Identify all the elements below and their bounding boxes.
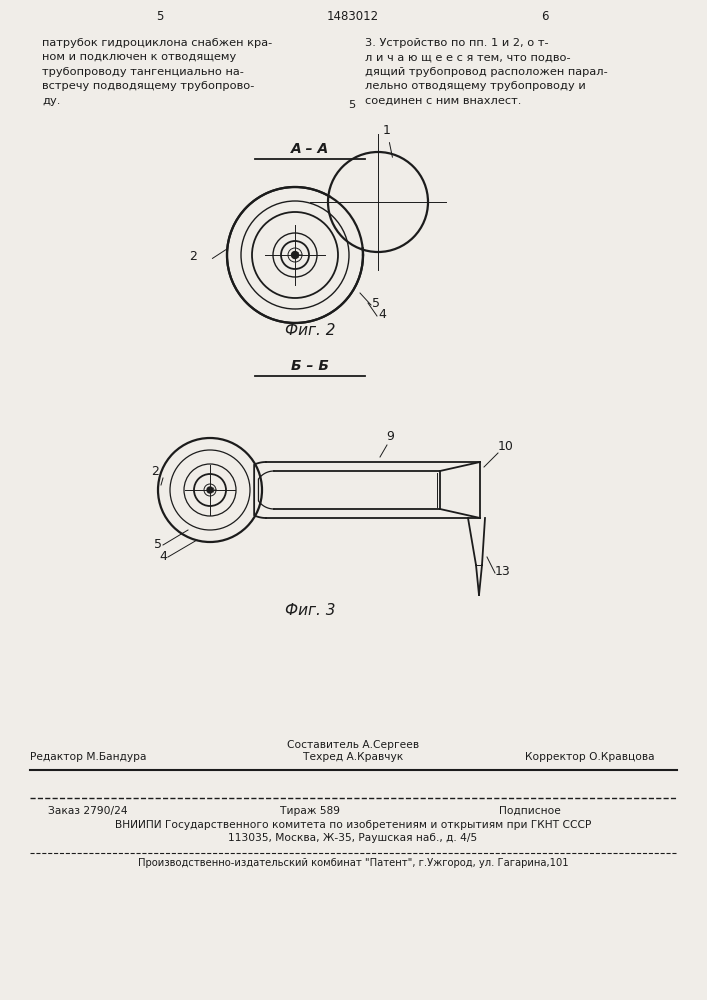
Text: 10: 10	[498, 440, 514, 453]
Text: 1: 1	[383, 124, 392, 157]
Text: Корректор О.Кравцова: Корректор О.Кравцова	[525, 752, 655, 762]
Text: ВНИИПИ Государственного комитета по изобретениям и открытиям при ГКНТ СССР: ВНИИПИ Государственного комитета по изоб…	[115, 820, 591, 830]
Text: 5: 5	[154, 538, 162, 551]
Text: Заказ 2790/24: Заказ 2790/24	[48, 806, 128, 816]
Text: патрубок гидроциклона снабжен кра-
ном и подключен к отводящему
трубопроводу тан: патрубок гидроциклона снабжен кра- ном и…	[42, 38, 272, 106]
Text: 6: 6	[542, 10, 549, 23]
Text: 4: 4	[378, 308, 386, 321]
Text: А – А: А – А	[291, 142, 329, 156]
Text: Фиг. 2: Фиг. 2	[285, 323, 335, 338]
Text: 4: 4	[159, 550, 167, 563]
Circle shape	[207, 487, 213, 493]
Circle shape	[291, 251, 298, 258]
Text: Б – Б: Б – Б	[291, 359, 329, 373]
Text: Подписное: Подписное	[499, 806, 561, 816]
Text: 1483012: 1483012	[327, 10, 379, 23]
Text: 9: 9	[386, 430, 394, 443]
Text: Тираж 589: Тираж 589	[280, 806, 340, 816]
Text: 13: 13	[495, 565, 510, 578]
Text: 3. Устройство по пп. 1 и 2, о т-
л и ч а ю щ е е с я тем, что подво-
дящий трубо: 3. Устройство по пп. 1 и 2, о т- л и ч а…	[365, 38, 608, 106]
Text: 2: 2	[189, 250, 197, 263]
Text: Производственно-издательский комбинат "Патент", г.Ужгород, ул. Гагарина,101: Производственно-издательский комбинат "П…	[138, 858, 568, 868]
Text: Фиг. 3: Фиг. 3	[285, 603, 335, 618]
Text: 5: 5	[349, 100, 356, 110]
Text: Составитель А.Сергеев: Составитель А.Сергеев	[287, 740, 419, 750]
Text: Редактор М.Бандура: Редактор М.Бандура	[30, 752, 146, 762]
Text: 113035, Москва, Ж-35, Раушская наб., д. 4/5: 113035, Москва, Ж-35, Раушская наб., д. …	[228, 833, 477, 843]
Text: 5: 5	[156, 10, 164, 23]
Text: Техред А.Кравчук: Техред А.Кравчук	[303, 752, 403, 762]
Text: 5: 5	[372, 297, 380, 310]
Text: 2: 2	[151, 465, 159, 478]
